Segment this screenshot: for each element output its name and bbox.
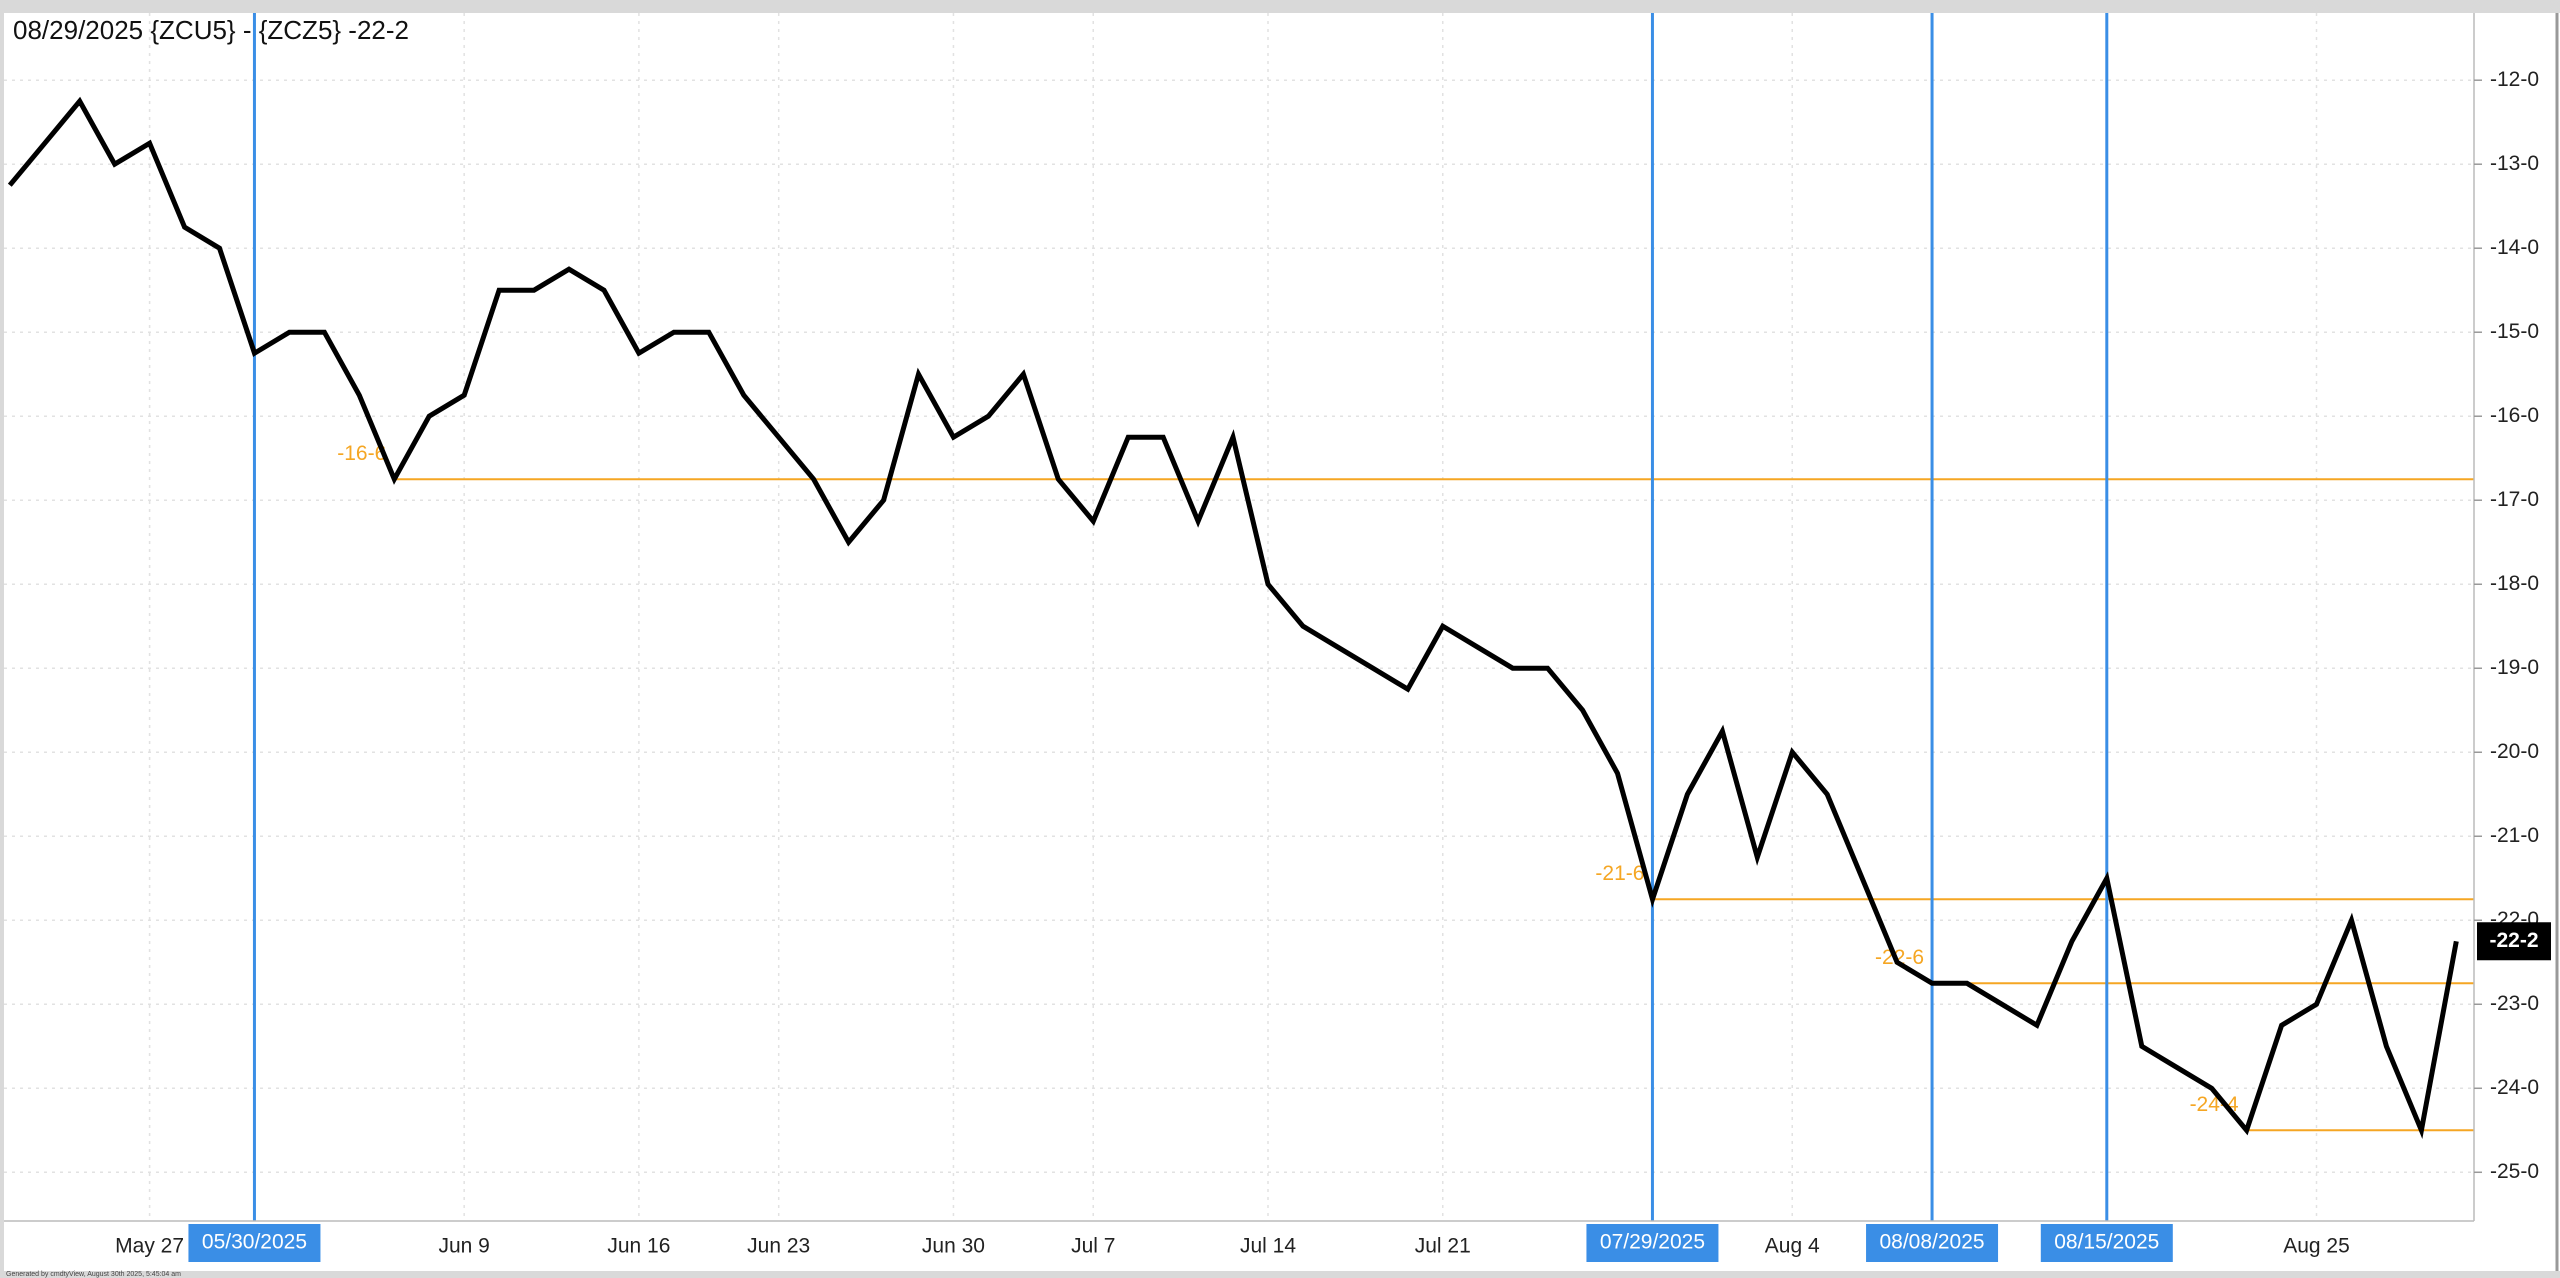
y-tick-label: -24-0 — [2490, 1076, 2539, 1099]
y-tick-label: -13-0 — [2490, 152, 2539, 175]
marker-label: 07/29/2025 — [1600, 1231, 1705, 1254]
x-tick-label: Jul 7 — [1071, 1235, 1115, 1258]
y-tick-label: -12-0 — [2490, 68, 2539, 91]
chart-title: 08/29/2025 {ZCU5} - {ZCZ5} -22-2 — [13, 15, 409, 45]
marker-label-box — [1586, 1224, 1719, 1262]
price-line — [7, 96, 2459, 1140]
last-value-label: -22-2 — [2489, 929, 2538, 952]
x-tick-label: Jun 16 — [607, 1235, 670, 1258]
x-tick-label: Jun 30 — [922, 1235, 985, 1258]
marker-label: 08/15/2025 — [2054, 1231, 2159, 1254]
grid — [4, 13, 2474, 1221]
x-tick-label: Aug 4 — [1765, 1235, 1820, 1258]
y-tick-label: -23-0 — [2490, 992, 2539, 1015]
y-tick-label: -21-0 — [2490, 824, 2539, 847]
y-tick-label: -14-0 — [2490, 236, 2539, 259]
y-tick-label: -25-0 — [2490, 1160, 2539, 1183]
x-tick-label: Aug 25 — [2283, 1235, 2350, 1258]
level-label: -22-6 — [1875, 946, 1924, 969]
marker-label-box — [2040, 1224, 2173, 1262]
footer: Generated by cmdtyView, August 30th 2025… — [6, 1271, 181, 1278]
x-tick-label: Jun 9 — [438, 1235, 489, 1258]
marks: -16-6-21-6-22-6-24-4 — [7, 13, 2474, 1221]
marker-label-box — [188, 1224, 321, 1262]
x-tick-label: Jul 21 — [1415, 1235, 1471, 1258]
last-value-box — [2477, 922, 2551, 961]
y-tick-label: -16-0 — [2490, 404, 2539, 427]
marker-label-box — [1866, 1224, 1999, 1262]
y-tick-label: -15-0 — [2490, 320, 2539, 343]
y-tick-label: -20-0 — [2490, 740, 2539, 763]
chart-background — [4, 13, 2560, 1271]
marker-label: 05/30/2025 — [202, 1231, 307, 1254]
y-tick-label: -18-0 — [2490, 572, 2539, 595]
y-tick-label: -17-0 — [2490, 488, 2539, 511]
level-label: -16-6 — [337, 442, 386, 465]
x-tick-label: May 27 — [115, 1235, 184, 1258]
marker-label: 08/08/2025 — [1879, 1231, 1984, 1254]
y-tick-label: -19-0 — [2490, 656, 2539, 679]
level-label: -21-6 — [1595, 862, 1644, 885]
x-tick-label: Jun 23 — [747, 1235, 810, 1258]
x-tick-label: Jul 14 — [1240, 1235, 1296, 1258]
